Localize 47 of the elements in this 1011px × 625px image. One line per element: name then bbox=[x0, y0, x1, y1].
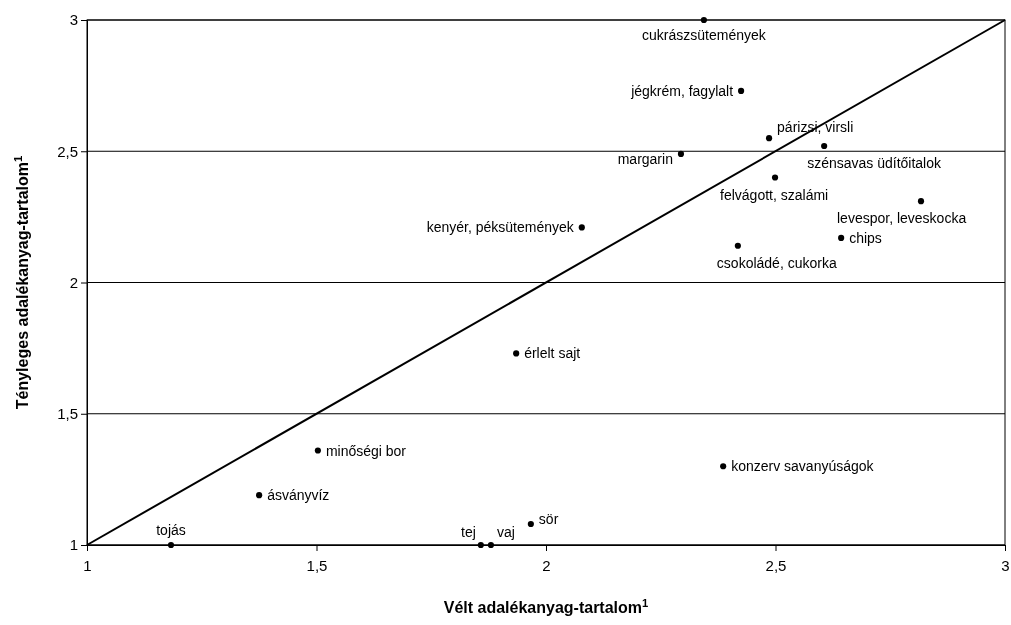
point bbox=[734, 242, 741, 249]
x-axis-title: Vélt adalékanyag-tartalom$^{1}$ bbox=[443, 597, 649, 616]
point bbox=[737, 87, 745, 94]
point bbox=[677, 150, 685, 157]
x-tick-label: 3 bbox=[1001, 556, 1010, 574]
annotation: tojás bbox=[156, 522, 186, 538]
annotation: ásványvíz bbox=[267, 487, 330, 504]
x-tick-label: 2 bbox=[542, 556, 551, 574]
annotation: minőségi bor bbox=[325, 442, 407, 459]
annotation: sör bbox=[538, 511, 559, 527]
annotation: szénsavas üdítőitalok bbox=[807, 155, 943, 171]
annotation: jégkrém, fagylalt bbox=[630, 82, 734, 99]
annotation: margarin bbox=[617, 150, 673, 167]
annotation: felvágott, szalámi bbox=[720, 186, 829, 203]
point bbox=[314, 447, 321, 454]
annotation: cukrászsütemények bbox=[642, 27, 767, 43]
point bbox=[838, 234, 845, 241]
point bbox=[765, 135, 773, 142]
x-tick-label: 1,5 bbox=[306, 556, 328, 574]
point bbox=[771, 174, 779, 181]
point bbox=[527, 520, 534, 528]
annotation: kenyér, péksütemények bbox=[426, 219, 575, 236]
annotation: vaj bbox=[496, 524, 515, 540]
point bbox=[578, 224, 585, 231]
point bbox=[720, 463, 727, 470]
x-tick-label: 1 bbox=[83, 556, 92, 574]
y-tick-label: 1,5 bbox=[57, 405, 78, 423]
annotation: tej bbox=[461, 524, 476, 540]
annotation: chips bbox=[849, 229, 882, 246]
y-tick-label: 2,5 bbox=[57, 142, 78, 160]
y-tick-label: 1 bbox=[69, 536, 78, 554]
annotation: konzerv savanyúságok bbox=[731, 458, 875, 475]
annotation: párizsi, virsli bbox=[777, 119, 854, 136]
annotation: levespor, leveskocka bbox=[837, 210, 967, 227]
point bbox=[917, 198, 925, 205]
point bbox=[487, 541, 495, 549]
annotation: csokoládé, cukorka bbox=[716, 254, 837, 271]
annotation: érlelt sajt bbox=[524, 345, 581, 362]
point bbox=[167, 541, 175, 549]
x-tick-label: 2,5 bbox=[765, 556, 787, 574]
point bbox=[513, 350, 520, 357]
point bbox=[477, 541, 484, 549]
y-tick-label: 3 bbox=[69, 11, 78, 29]
point bbox=[821, 142, 828, 150]
y-tick-label: 2 bbox=[69, 273, 78, 291]
point bbox=[256, 492, 263, 499]
point bbox=[700, 16, 707, 24]
